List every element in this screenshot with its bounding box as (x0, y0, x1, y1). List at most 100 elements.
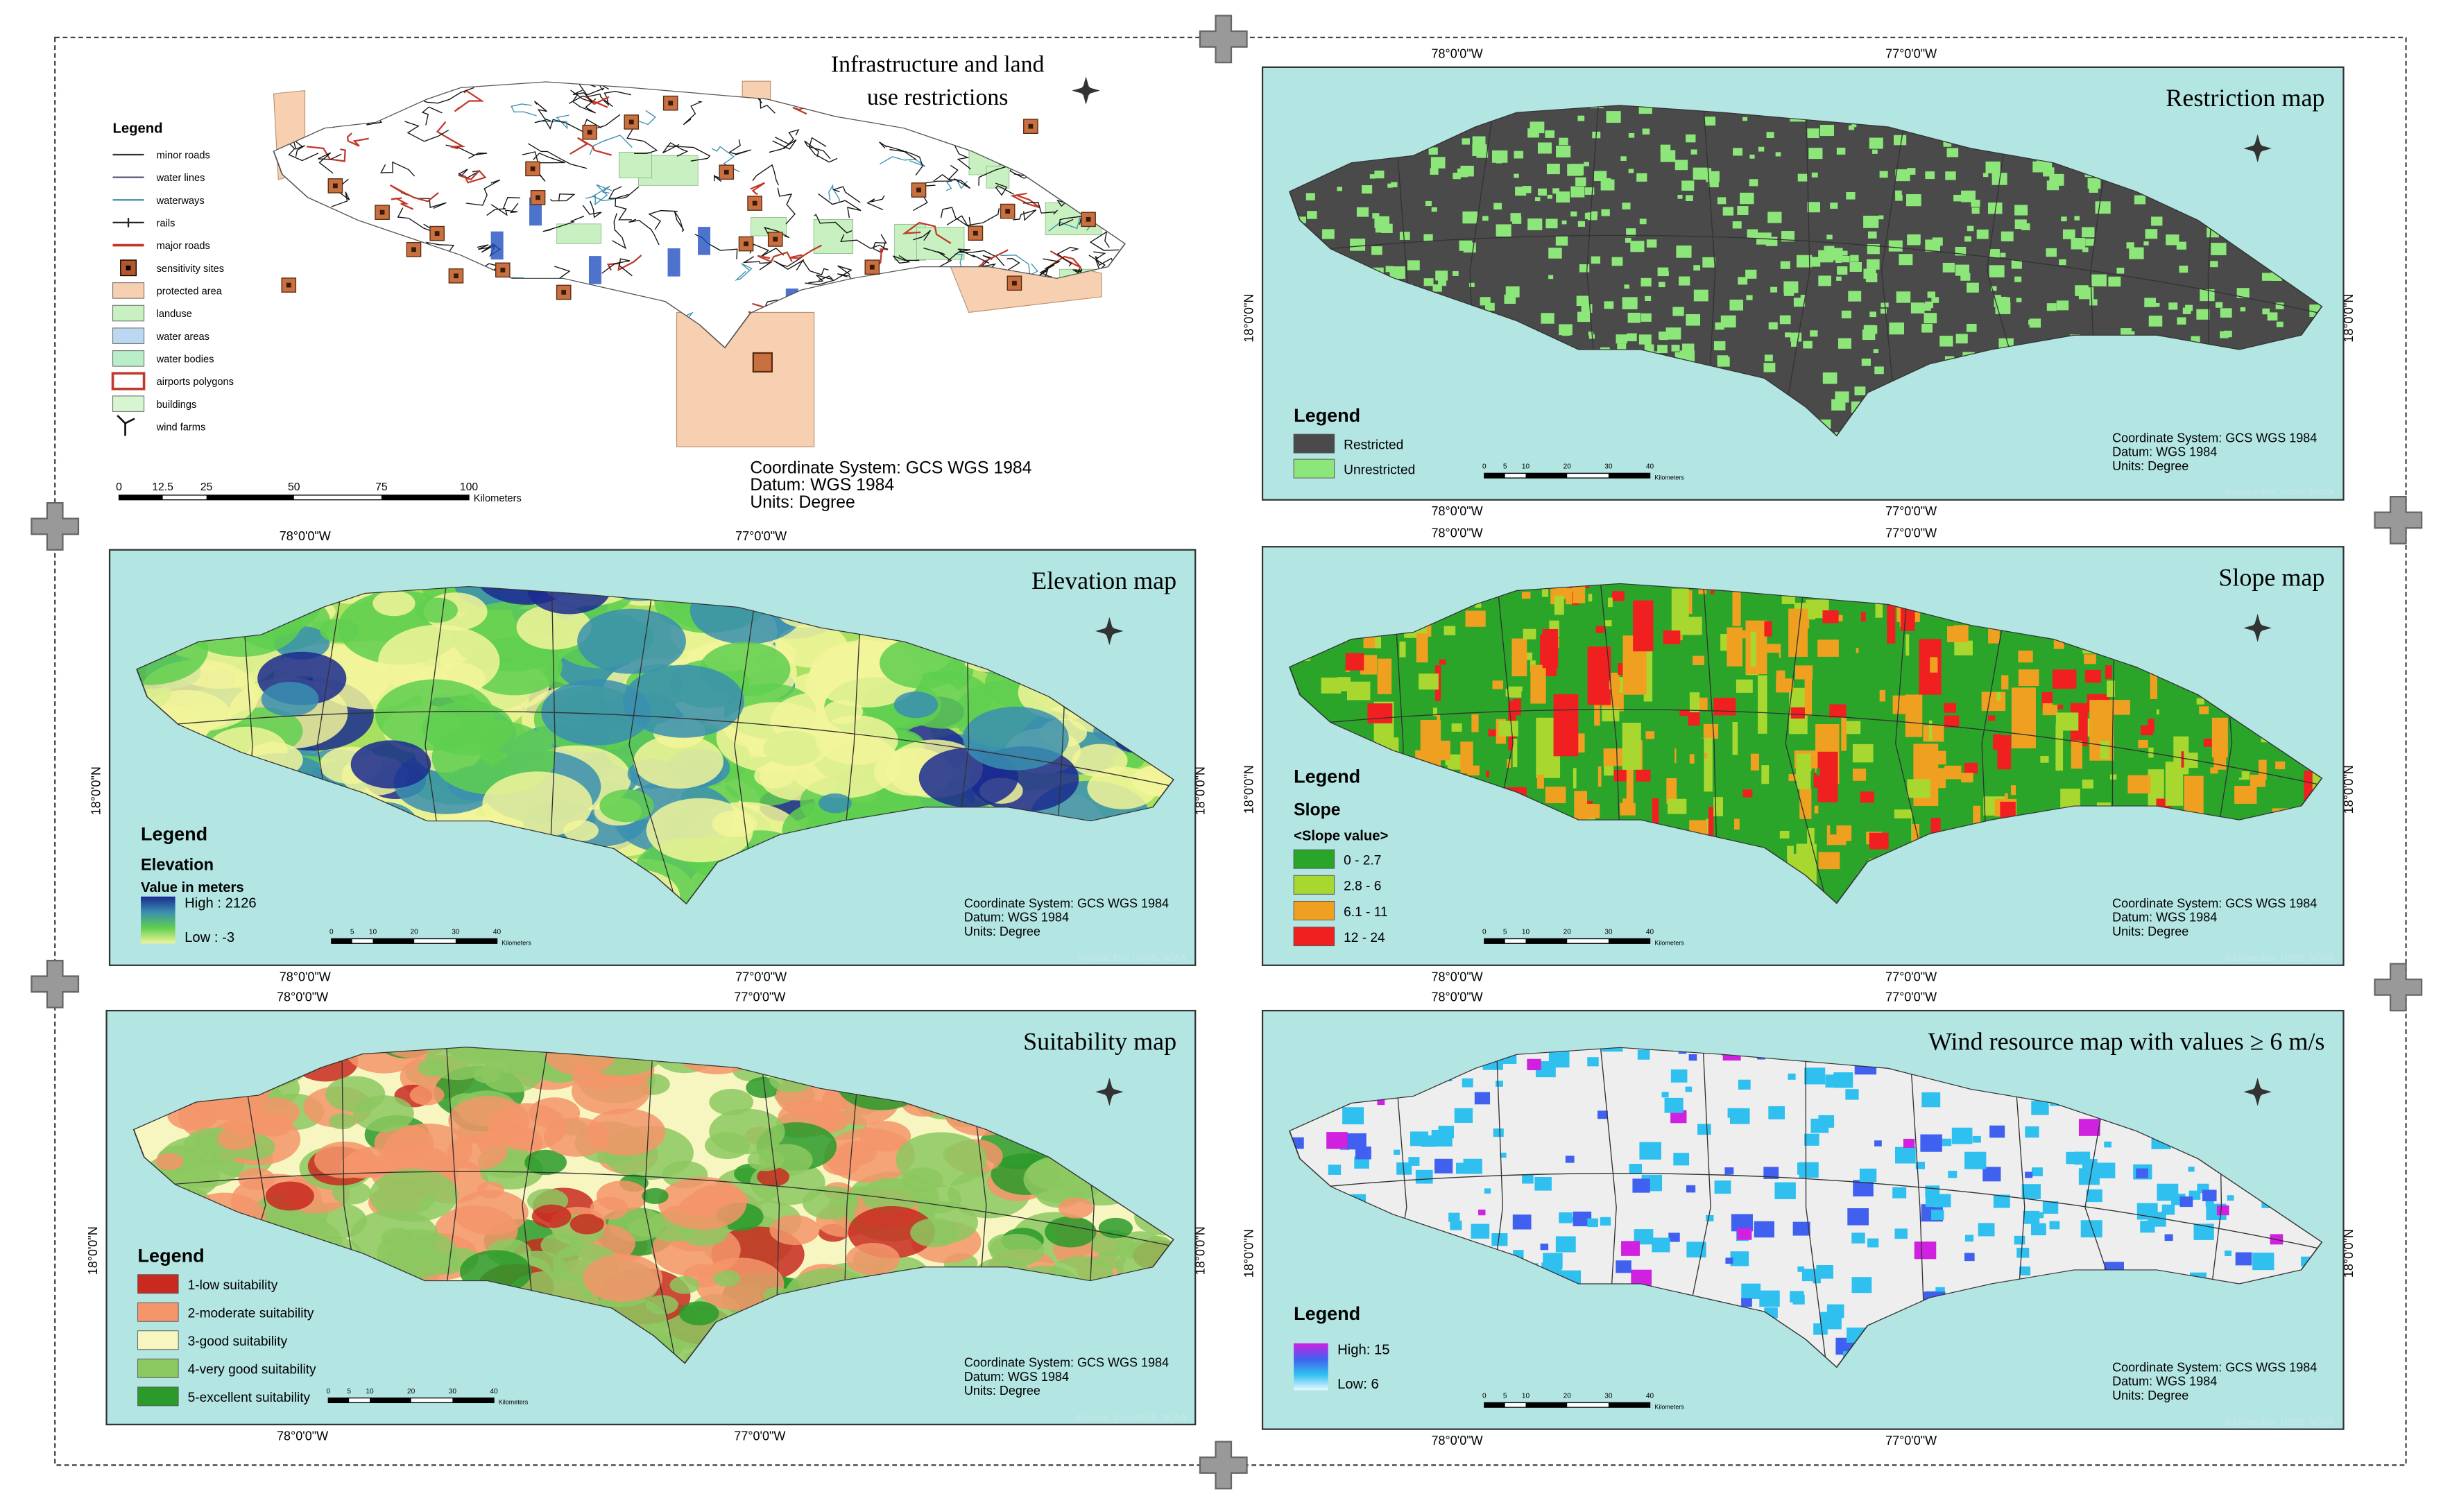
road (615, 194, 632, 221)
raster-patch (1925, 239, 1940, 252)
raster-patch (1689, 754, 1695, 764)
raster-patch (155, 1153, 184, 1170)
road (824, 282, 848, 301)
legend-low: Low: 6 (1337, 1377, 1379, 1392)
scale-segment (369, 1398, 411, 1403)
compass-star (2243, 1077, 2272, 1106)
raster-patch (1573, 1211, 1592, 1227)
raster-patch (1888, 240, 1903, 252)
scale-segment (1525, 473, 1568, 479)
raster-patch (2023, 1210, 2040, 1224)
coordinate-info: Datum: WGS 1984 (964, 1370, 1069, 1384)
raster-patch (1555, 236, 1568, 246)
road (769, 129, 800, 153)
latitude-label: 18°0'0"N (86, 1226, 100, 1275)
road (674, 211, 685, 232)
raster-patch (2151, 216, 2163, 226)
scale-segment (1608, 938, 1650, 944)
road (419, 265, 444, 293)
raster-patch (1491, 150, 1508, 163)
raster-patch (1781, 231, 1795, 242)
raster-patch (1435, 270, 1448, 281)
road (273, 219, 286, 233)
road (538, 114, 569, 130)
raster-patch (1964, 762, 1978, 774)
scale-label: 0 (1482, 463, 1487, 471)
scale-segment (1484, 938, 1505, 944)
raster-patch (1750, 753, 1759, 771)
scale-label: 0 (326, 1388, 330, 1395)
raster-patch (1953, 194, 1962, 202)
raster-patch (2261, 273, 2272, 281)
raster-patch (1657, 345, 1668, 354)
raster-patch (1749, 179, 1758, 187)
raster-patch (1496, 1081, 1503, 1087)
raster-patch (1921, 1092, 1941, 1108)
raster-patch (1493, 1128, 1504, 1137)
raster-patch (453, 1189, 529, 1235)
raster-patch (1732, 583, 1741, 626)
longitude-label: 78°0'0"W (1432, 990, 1483, 1004)
raster-patch (1693, 289, 1708, 302)
road (583, 333, 626, 347)
sources: Sources: Esri, USGS, NOAA (2225, 488, 2334, 497)
raster-patch (2235, 1252, 2252, 1266)
raster-patch (2202, 1189, 2217, 1201)
road (569, 137, 612, 156)
raster-patch (1907, 168, 1916, 175)
raster-patch (1425, 200, 1432, 207)
water-area (588, 256, 601, 284)
scale-label: 5 (347, 1388, 351, 1395)
road (406, 326, 446, 343)
raster-patch (2080, 1220, 2102, 1238)
raster-patch (1541, 313, 1554, 324)
raster-patch (1600, 179, 1615, 191)
raster-patch (1602, 707, 1620, 722)
road (772, 137, 797, 150)
raster-patch (2252, 1253, 2275, 1271)
raster-patch (1704, 753, 1708, 759)
raster-patch (2082, 779, 2093, 789)
road (404, 287, 425, 304)
road (892, 255, 920, 264)
coordinate-info: Units: Degree (2112, 925, 2188, 938)
raster-patch (1597, 1110, 1608, 1119)
plus-marker (2374, 963, 2423, 1012)
raster-patch (1431, 207, 1437, 212)
raster-patch (1391, 182, 1398, 188)
raster-patch (2108, 276, 2121, 287)
raster-patch (1713, 797, 1724, 816)
raster-patch (1607, 597, 1613, 608)
raster-patch (1800, 295, 1806, 299)
raster-patch (757, 1167, 789, 1187)
raster-patch (1763, 363, 1776, 372)
raster-patch (447, 1133, 508, 1170)
coordinate-info: Coordinate System: GCS WGS 1984 (964, 896, 1169, 910)
raster-patch (1693, 265, 1701, 271)
raster-patch (1989, 1125, 2005, 1138)
raster-patch (2143, 241, 2149, 246)
raster-patch (1717, 197, 1727, 205)
raster-patch (1785, 332, 1791, 338)
raster-patch (1045, 1216, 1097, 1248)
raster-patch (1652, 798, 1659, 841)
raster-patch (1665, 327, 1681, 340)
road (828, 184, 840, 203)
raster-patch (1573, 583, 1586, 603)
legend-label: rails (157, 218, 175, 230)
raster-patch (1347, 681, 1371, 701)
road (278, 82, 311, 92)
sensitivity-site-dot (411, 247, 416, 252)
raster-patch (1729, 299, 1744, 311)
raster-patch (2238, 771, 2242, 778)
scale-label: 5 (1503, 1393, 1507, 1400)
legend-title: Legend (1294, 1303, 1360, 1324)
road (808, 274, 834, 284)
raster-patch (1895, 195, 1903, 201)
raster-patch (2018, 651, 2033, 663)
raster-patch (1471, 714, 1479, 732)
raster-patch (2040, 755, 2049, 763)
raster-patch (2140, 1221, 2155, 1233)
scale-label: 5 (1503, 929, 1507, 936)
